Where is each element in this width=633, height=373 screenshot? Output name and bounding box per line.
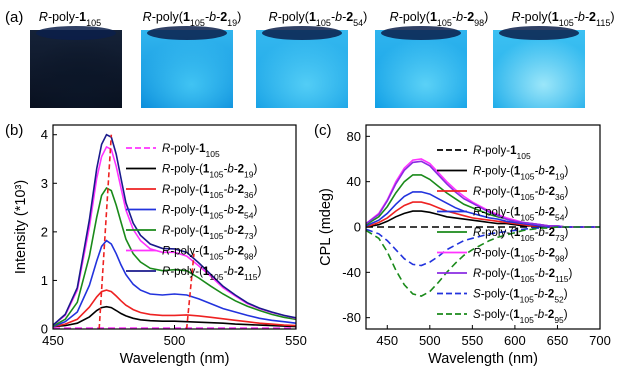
y-axis-label: CPL (mdeg) xyxy=(318,188,334,266)
panel-c: (c) 450 500 550 600 650 700 -80 -40 0 40 80 Wavelen… xyxy=(314,122,611,367)
vial-caption: R-poly-1105 xyxy=(39,10,101,28)
legend-label: R-poly-1105 xyxy=(473,145,531,161)
y-tick-label: 80 xyxy=(347,129,361,144)
panel-label-c: (c) xyxy=(314,122,332,139)
panel-label-b: (b) xyxy=(5,122,23,139)
vial-caption: R-poly(1105-b-2115) xyxy=(511,10,614,28)
chart-b: 450 500 550 0 1 2 3 4 Wavelength (nm) Intensity (… xyxy=(13,124,307,367)
series-line-7 xyxy=(52,133,297,326)
y-tick-label: -80 xyxy=(342,310,361,325)
x-tick-label: 500 xyxy=(419,333,441,348)
series-line-4 xyxy=(52,239,297,328)
vial-2: R-poly(1105-b-219) xyxy=(141,10,241,108)
y-tick-label: 0 xyxy=(41,322,48,337)
x-tick-label: 450 xyxy=(376,333,398,348)
guide-line-1 xyxy=(98,134,113,330)
vial-cap xyxy=(381,26,461,40)
panel-label-a: (a) xyxy=(5,9,23,26)
vial-glow xyxy=(375,30,467,108)
legend-label: R-poly-(1105-b-254) xyxy=(162,205,257,221)
x-tick-label: 500 xyxy=(164,333,186,348)
legend-item: R-poly-(1105-b-219) xyxy=(437,166,568,182)
vial-cap xyxy=(499,26,579,40)
legend-item: R-poly-(1105-b-236) xyxy=(126,184,257,200)
legend-item: S-poly-(1105-b-252) xyxy=(437,289,568,305)
legend-item: R-poly-1105 xyxy=(126,143,220,159)
vial-3: R-poly(1105-b-254) xyxy=(256,10,367,108)
y-tick-label: 40 xyxy=(347,174,361,189)
panel-b: (b) 450 500 550 0 1 2 3 4 Wavelength (nm) Intensi… xyxy=(5,122,307,367)
vial-caption: R-poly(1105-b-219) xyxy=(143,10,242,28)
legend-label: R-poly-(1105-b-2115) xyxy=(473,268,573,284)
vial-row: R-poly-1105 R-poly(1105-b-219) R-poly(1105… xyxy=(30,10,615,108)
vial-glow xyxy=(493,30,585,108)
x-tick-label: 550 xyxy=(462,333,484,348)
legend-item: R-poly-(1105-b-254) xyxy=(126,205,257,221)
legend-item: R-poly-(1105-b-298) xyxy=(126,246,257,262)
legend-label: S-poly-(1105-b-295) xyxy=(473,309,568,325)
vial-4: R-poly(1105-b-298) xyxy=(375,10,488,108)
x-tick-label: 650 xyxy=(547,333,569,348)
legend-item: R-poly-(1105-b-273) xyxy=(437,227,568,243)
guide-line-2 xyxy=(185,253,195,330)
y-tick-label: 2 xyxy=(41,224,48,239)
y-tick-label: 1 xyxy=(41,273,48,288)
y-tick-label: 4 xyxy=(41,127,48,142)
legend-item: S-poly-(1105-b-295) xyxy=(437,309,568,325)
legend-item: R-poly-(1105-b-298) xyxy=(437,248,568,264)
legend-label: S-poly-(1105-b-252) xyxy=(473,289,568,305)
vial-glow xyxy=(30,30,122,108)
x-tick-label: 450 xyxy=(42,333,64,348)
vial-cap xyxy=(147,26,227,40)
legend-label: R-poly-(1105-b-2115) xyxy=(162,266,262,282)
series-line-7 xyxy=(365,160,600,228)
legend-label: R-poly-(1105-b-273) xyxy=(162,225,257,241)
legend-item: R-poly-(1105-b-2115) xyxy=(437,268,573,284)
chart-c: 450 500 550 600 650 700 -80 -40 0 40 80 Wavelength … xyxy=(318,124,611,367)
legend-label: R-poly-(1105-b-298) xyxy=(473,248,568,264)
legend-item: R-poly-(1105-b-254) xyxy=(437,207,568,223)
legend-item: R-poly-(1105-b-236) xyxy=(437,186,568,202)
legend-label: R-poly-(1105-b-219) xyxy=(162,164,257,180)
x-axis-label: Wavelength (nm) xyxy=(428,351,538,367)
y-axis-label: Intensity (*10³) xyxy=(13,180,29,274)
y-tick-label: 0 xyxy=(354,220,361,235)
legend-item: R-poly-(1105-b-219) xyxy=(126,164,257,180)
vial-5: R-poly(1105-b-2115) xyxy=(493,10,615,108)
legend-item: R-poly-(1105-b-273) xyxy=(126,225,257,241)
legend-item: R-poly-(1105-b-2115) xyxy=(126,266,262,282)
series-line-3 xyxy=(52,289,297,328)
y-tick-label: -40 xyxy=(342,265,361,280)
series-line-5 xyxy=(52,187,297,327)
legend-label: R-poly-(1105-b-236) xyxy=(473,186,568,202)
x-axis-label: Wavelength (nm) xyxy=(120,351,230,367)
legend-label: R-poly-(1105-b-298) xyxy=(162,246,257,262)
x-tick-label: 550 xyxy=(285,333,307,348)
x-tick-label: 700 xyxy=(589,333,611,348)
vial-1: R-poly-1105 xyxy=(30,10,122,108)
vial-caption: R-poly(1105-b-298) xyxy=(390,10,489,28)
legend-label: R-poly-(1105-b-273) xyxy=(473,227,568,243)
panel-a: (a) R-poly-1105 R-poly(1105-b-219) R-poly(… xyxy=(5,9,615,108)
series-line-2 xyxy=(52,305,297,328)
legend-label: R-poly-(1105-b-219) xyxy=(473,166,568,182)
legend-item: R-poly-1105 xyxy=(437,145,531,161)
vial-cap xyxy=(36,26,116,40)
legend-label: R-poly-(1105-b-254) xyxy=(473,207,568,223)
vial-caption: R-poly(1105-b-254) xyxy=(269,10,368,28)
legend-label: R-poly-1105 xyxy=(162,143,220,159)
vial-glow xyxy=(141,30,233,108)
legend-label: R-poly-(1105-b-236) xyxy=(162,184,257,200)
x-tick-label: 600 xyxy=(504,333,526,348)
vial-glow xyxy=(256,30,348,108)
vial-cap xyxy=(262,26,342,40)
y-tick-label: 3 xyxy=(41,176,48,191)
